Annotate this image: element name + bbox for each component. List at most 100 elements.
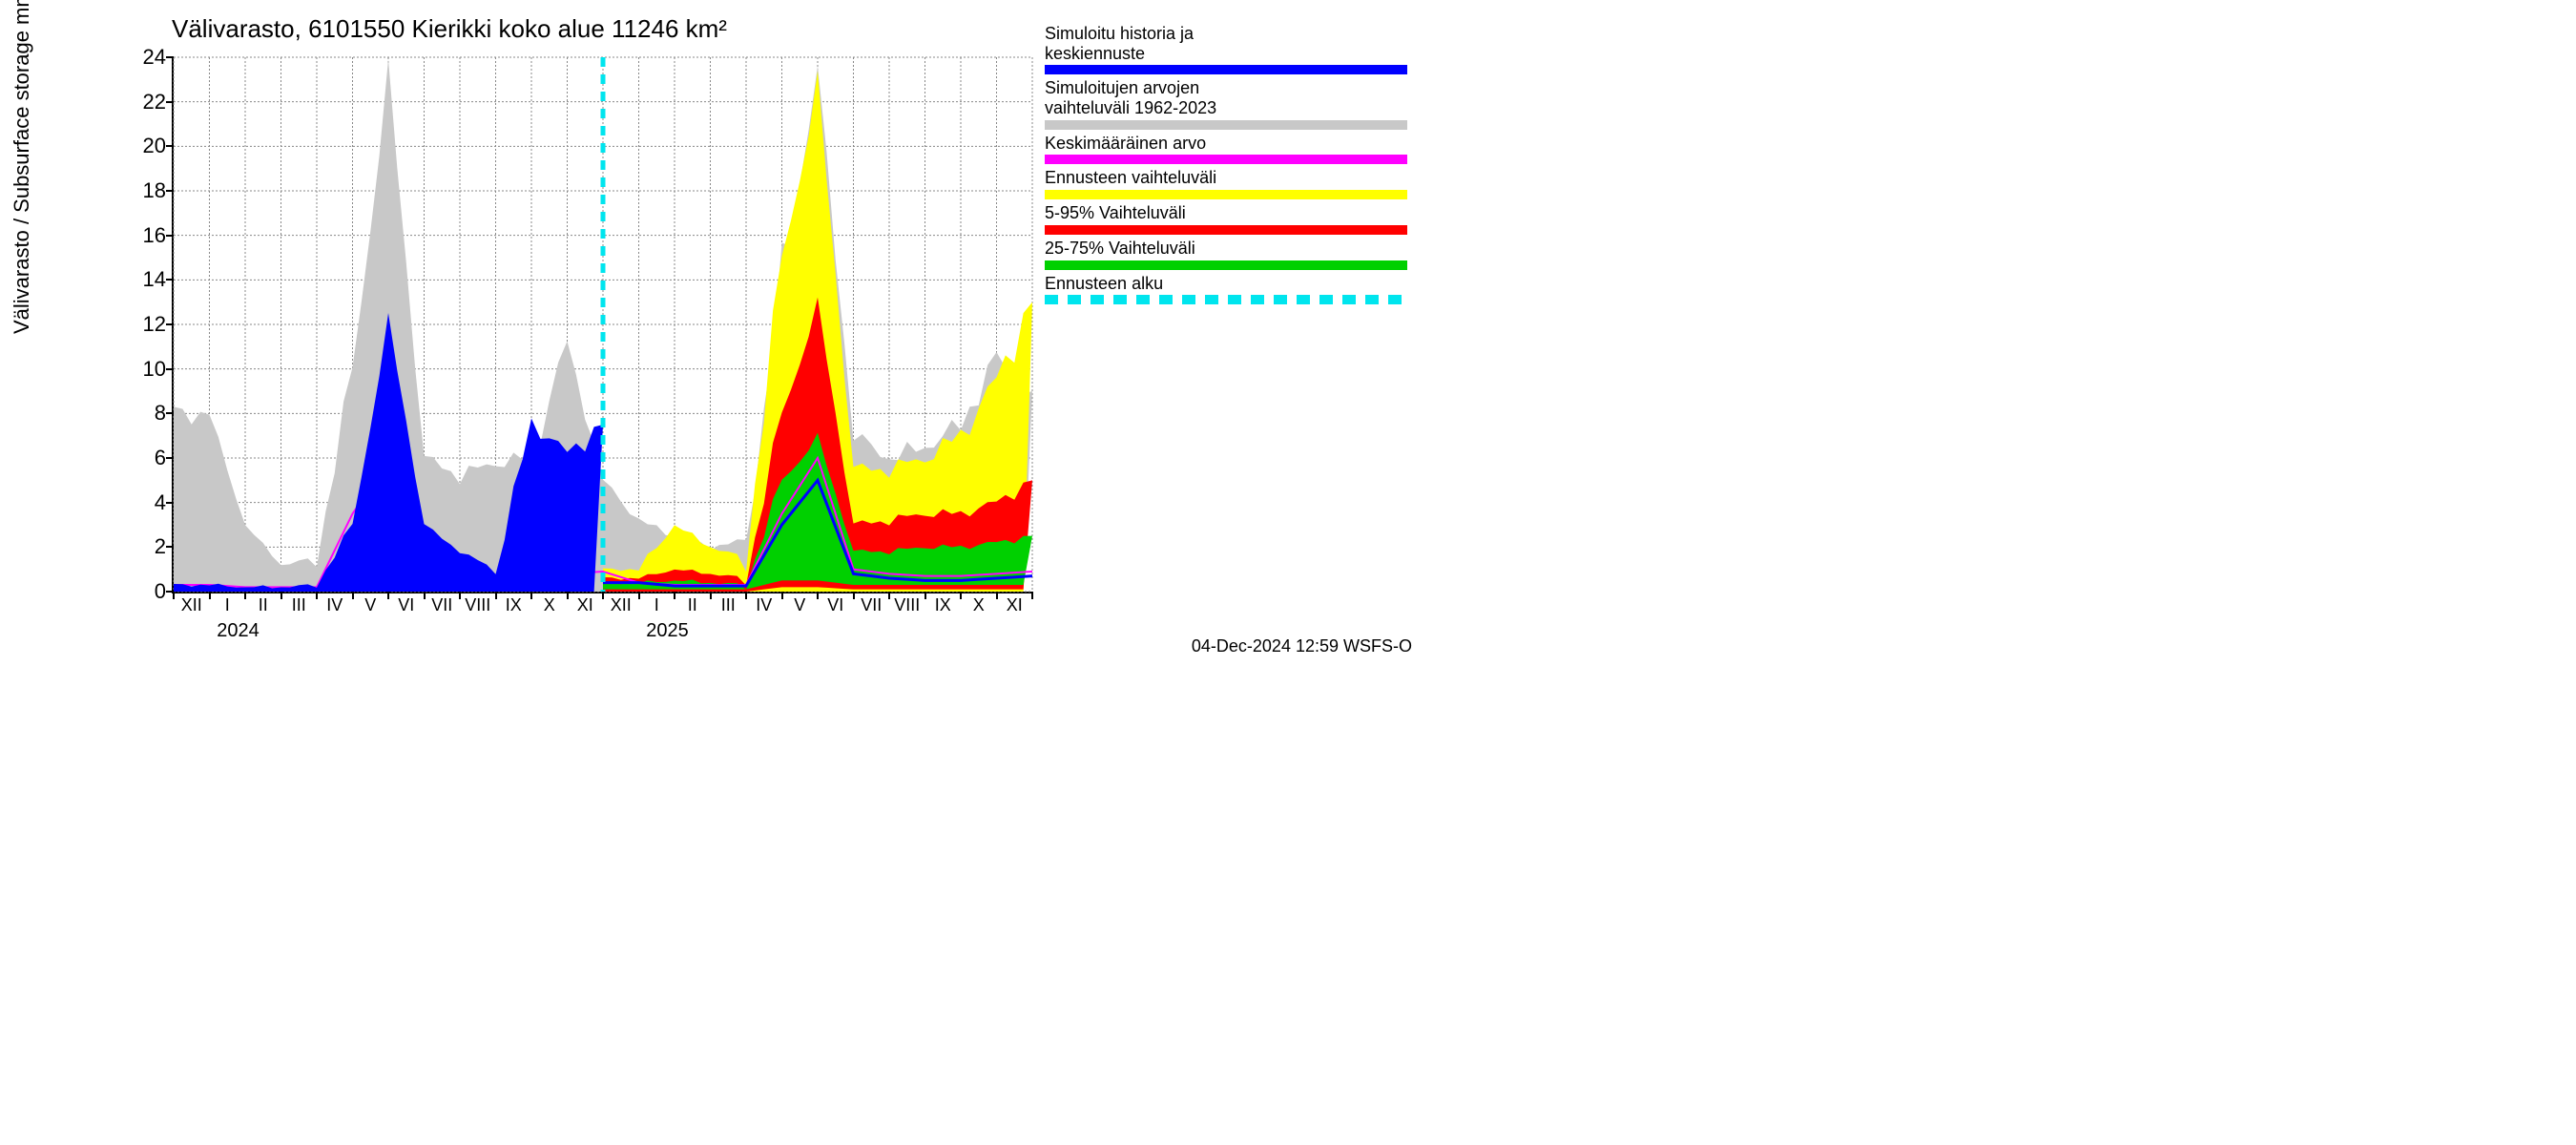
xtick-mark (996, 592, 998, 599)
legend-swatch (1045, 120, 1407, 130)
legend-swatch (1045, 190, 1407, 199)
legend-label: Keskimääräinen arvo (1045, 134, 1407, 154)
ytick-mark (166, 190, 174, 192)
xtick-mark (244, 592, 246, 599)
ytick-label: 14 (143, 267, 166, 292)
xtick-label: V (794, 595, 805, 615)
legend-label: 5-95% Vaihteluväli (1045, 203, 1407, 223)
legend-swatch (1045, 155, 1407, 164)
xtick-mark (352, 592, 354, 599)
legend-swatch (1045, 65, 1407, 74)
legend-entry: Keskimääräinen arvo (1045, 134, 1407, 165)
xtick-label: IV (326, 595, 343, 615)
ytick-label: 8 (155, 401, 166, 426)
xtick-label: VI (398, 595, 414, 615)
xtick-label: VI (827, 595, 843, 615)
ytick-label: 20 (143, 134, 166, 158)
legend-swatch (1045, 260, 1407, 270)
ytick-label: 12 (143, 312, 166, 337)
xtick-mark (781, 592, 783, 599)
ytick-mark (166, 457, 174, 459)
xtick-label: IV (756, 595, 772, 615)
xtick-label: XII (611, 595, 632, 615)
xtick-mark (638, 592, 640, 599)
xtick-mark (602, 592, 604, 599)
xtick-label: V (364, 595, 376, 615)
xtick-mark (567, 592, 569, 599)
xtick-label: XI (577, 595, 593, 615)
plot-area: 024681012141618202224XIIIIIIIIIVVVIVIIVI… (172, 57, 1032, 593)
y-axis-label: Välivarasto / Subsurface storage mm (10, 0, 34, 334)
xtick-mark (209, 592, 211, 599)
xtick-label: VII (861, 595, 882, 615)
xtick-mark (853, 592, 855, 599)
xtick-label: I (654, 595, 659, 615)
ytick-mark (166, 101, 174, 103)
ytick-label: 22 (143, 90, 166, 114)
xtick-mark (173, 592, 175, 599)
xtick-mark (280, 592, 282, 599)
ytick-mark (166, 235, 174, 237)
ytick-mark (166, 368, 174, 370)
xtick-mark (387, 592, 389, 599)
legend: Simuloitu historia jakeskiennusteSimuloi… (1045, 24, 1407, 308)
legend-label: vaihteluväli 1962-2023 (1045, 98, 1407, 118)
plot-svg (174, 57, 1032, 592)
legend-entry: Simuloitu historia jakeskiennuste (1045, 24, 1407, 74)
year-label: 2025 (646, 620, 689, 642)
legend-entry: Simuloitujen arvojenvaihteluväli 1962-20… (1045, 78, 1407, 129)
legend-label: Ennusteen alku (1045, 274, 1407, 294)
legend-swatch (1045, 225, 1407, 235)
xtick-mark (316, 592, 318, 599)
ytick-mark (166, 56, 174, 58)
ytick-mark (166, 279, 174, 281)
legend-entry: 25-75% Vaihteluväli (1045, 239, 1407, 270)
ytick-mark (166, 502, 174, 504)
xtick-label: X (544, 595, 555, 615)
xtick-label: II (259, 595, 268, 615)
legend-entry: Ennusteen alku (1045, 274, 1407, 305)
ytick-label: 16 (143, 223, 166, 248)
legend-entry: 5-95% Vaihteluväli (1045, 203, 1407, 235)
chart-title: Välivarasto, 6101550 Kierikki koko alue … (172, 14, 727, 44)
xtick-mark (888, 592, 890, 599)
ytick-label: 24 (143, 45, 166, 70)
year-label: 2024 (217, 620, 260, 642)
xtick-label: VII (431, 595, 452, 615)
xtick-mark (817, 592, 819, 599)
legend-entry: Ennusteen vaihteluväli (1045, 168, 1407, 199)
xtick-mark (745, 592, 747, 599)
legend-label: Simuloitujen arvojen (1045, 78, 1407, 98)
figure: Välivarasto, 6101550 Kierikki koko alue … (0, 0, 1431, 668)
ytick-mark (166, 412, 174, 414)
xtick-mark (710, 592, 712, 599)
xtick-label: I (225, 595, 230, 615)
xtick-mark (960, 592, 962, 599)
ytick-label: 4 (155, 490, 166, 515)
ytick-mark (166, 546, 174, 548)
ytick-mark (166, 323, 174, 325)
xtick-label: XII (181, 595, 202, 615)
xtick-mark (459, 592, 461, 599)
xtick-mark (924, 592, 926, 599)
legend-label: 25-75% Vaihteluväli (1045, 239, 1407, 259)
ytick-label: 6 (155, 446, 166, 470)
xtick-label: IX (935, 595, 951, 615)
legend-swatch (1045, 295, 1407, 304)
ytick-label: 10 (143, 357, 166, 382)
xtick-mark (424, 592, 426, 599)
xtick-label: XI (1007, 595, 1023, 615)
xtick-label: II (688, 595, 697, 615)
footer-timestamp: 04-Dec-2024 12:59 WSFS-O (1192, 636, 1412, 656)
xtick-label: VIII (894, 595, 920, 615)
legend-label: keskiennuste (1045, 44, 1407, 64)
xtick-mark (674, 592, 675, 599)
xtick-label: X (973, 595, 985, 615)
xtick-label: III (292, 595, 306, 615)
ytick-mark (166, 145, 174, 147)
ytick-label: 0 (155, 579, 166, 604)
ytick-label: 2 (155, 534, 166, 559)
legend-label: Ennusteen vaihteluväli (1045, 168, 1407, 188)
ytick-label: 18 (143, 178, 166, 203)
legend-label: Simuloitu historia ja (1045, 24, 1407, 44)
